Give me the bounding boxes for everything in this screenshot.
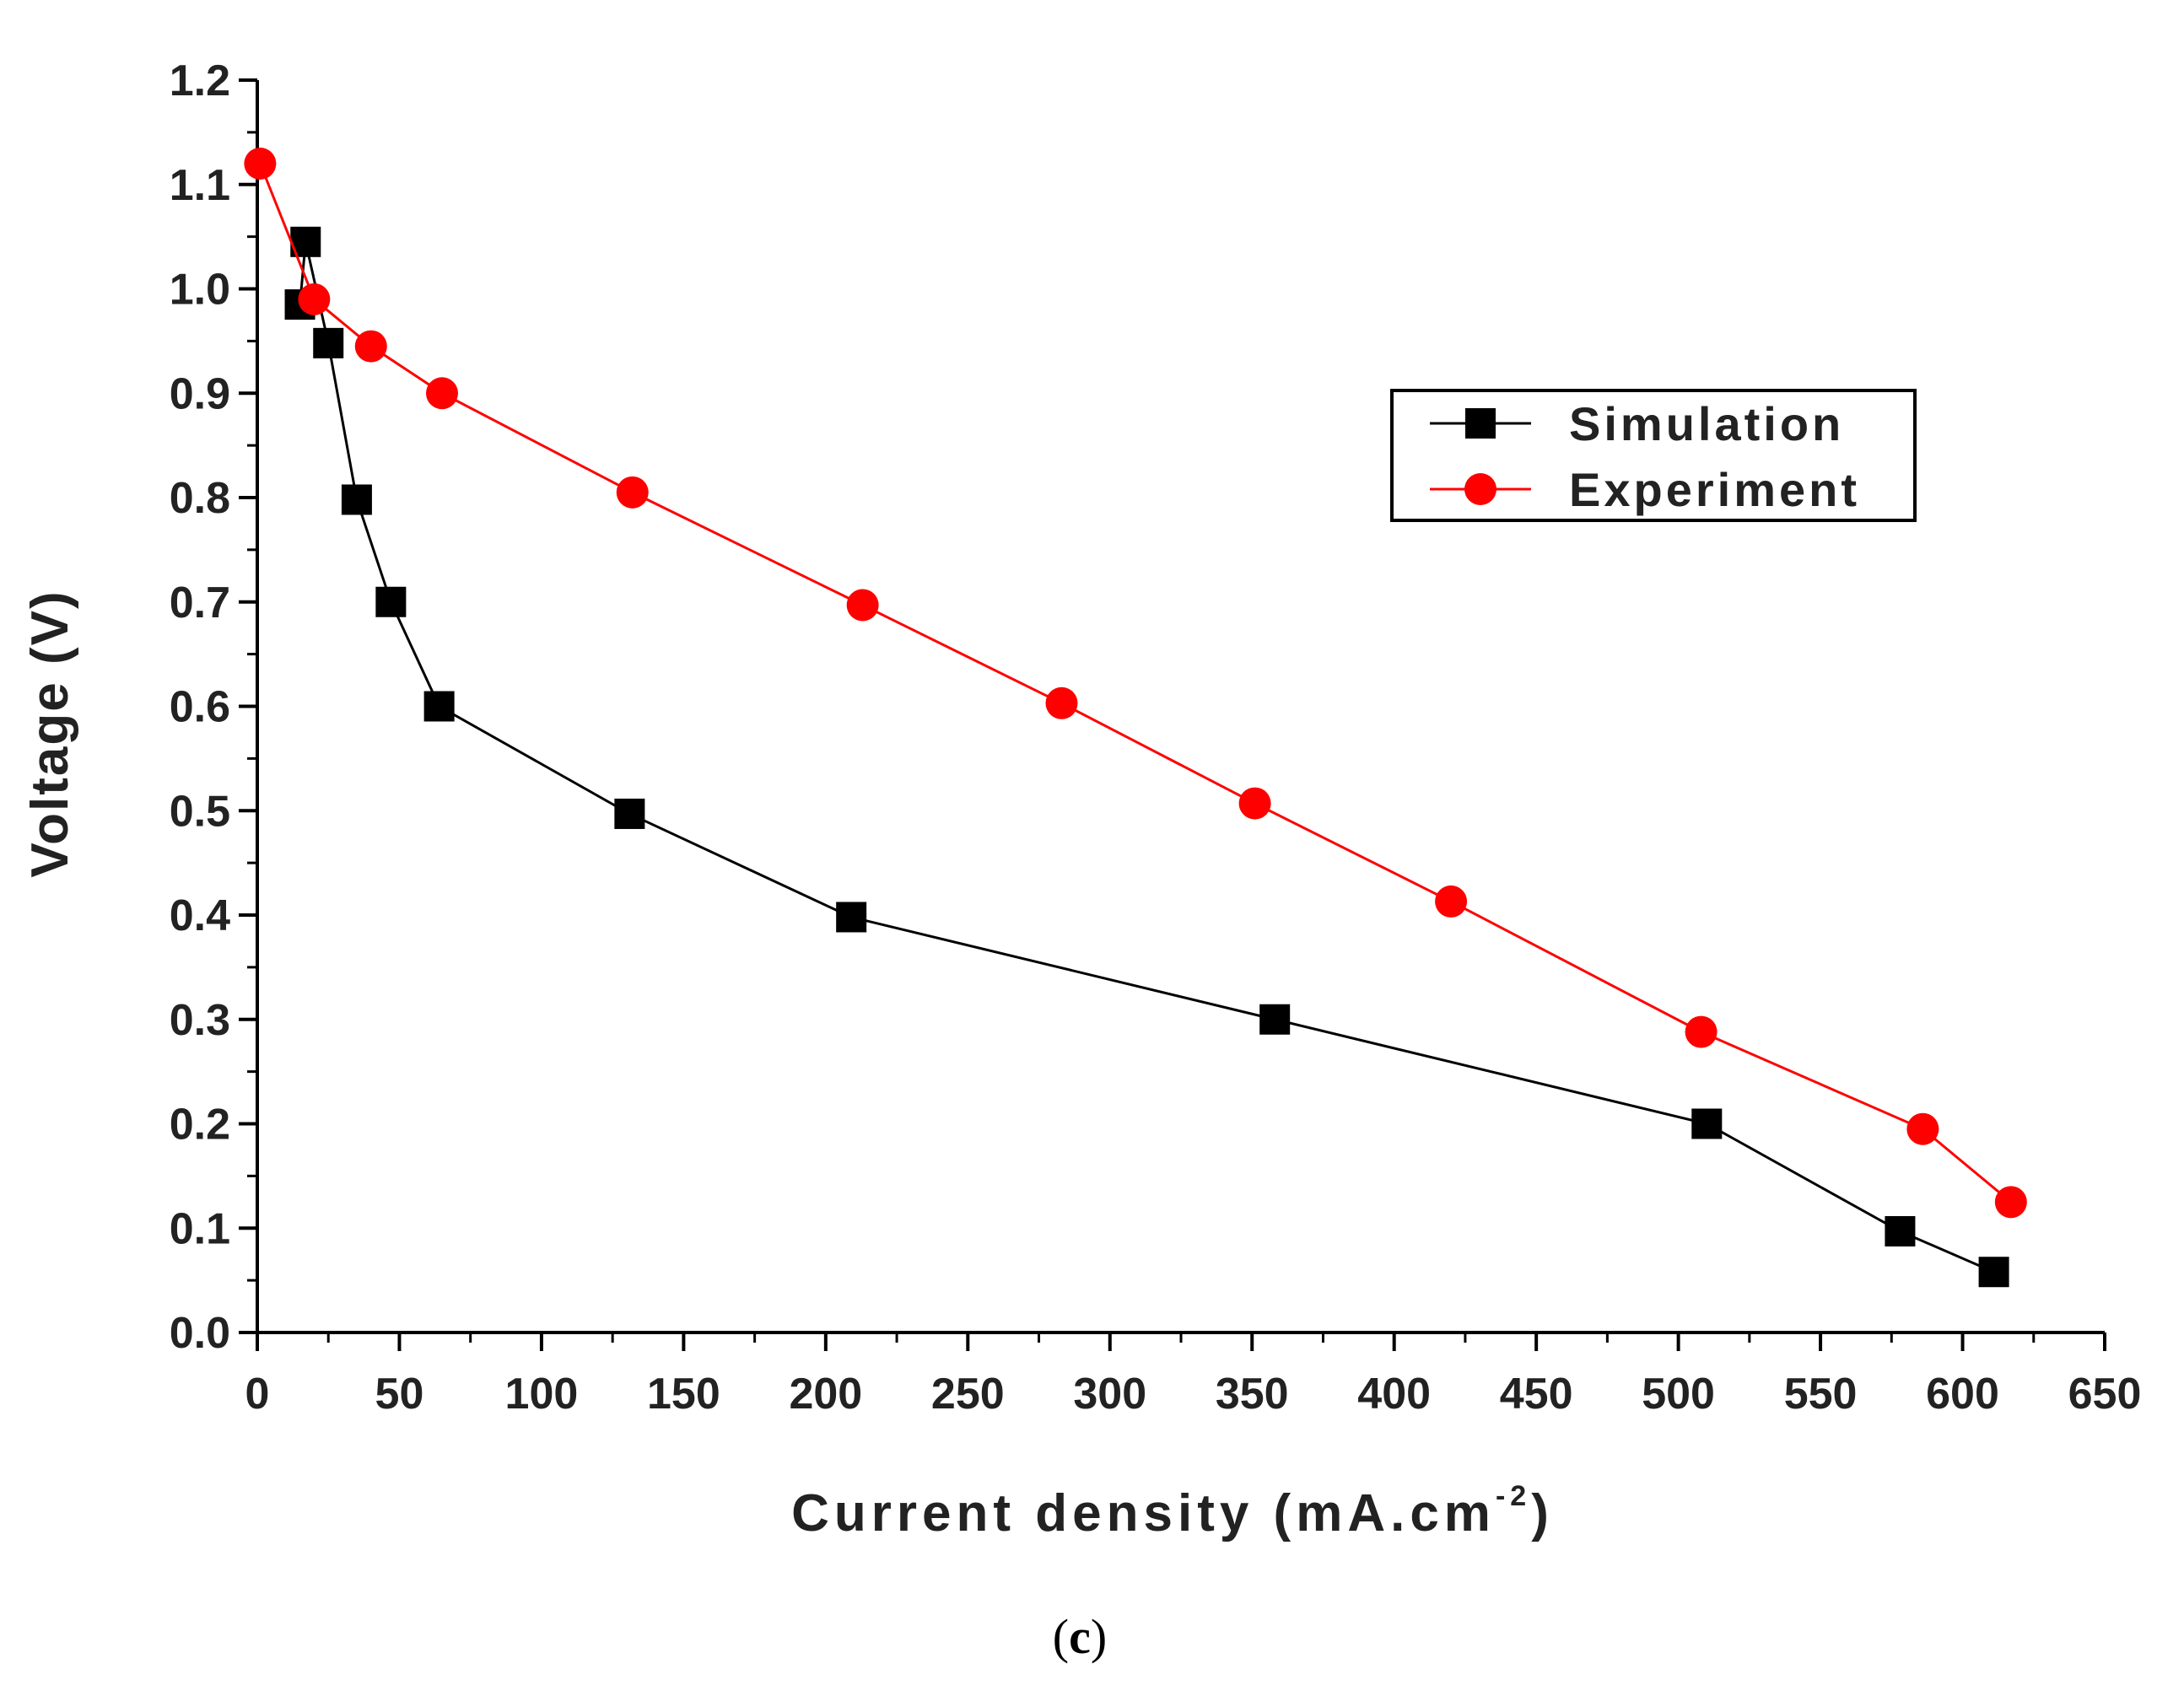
series-simulation: [284, 226, 2009, 1288]
x-tick-label: 600: [1926, 1370, 1999, 1419]
data-point-simulation: [375, 586, 407, 617]
data-point-simulation: [1259, 1004, 1291, 1035]
y-tick-label: 0.9: [170, 369, 230, 418]
axis-ticks: [239, 78, 2106, 1351]
y-tick-label: 0.0: [170, 1309, 230, 1358]
data-point-simulation: [313, 327, 344, 358]
x-tick-label: 450: [1500, 1370, 1573, 1419]
y-tick-label: 0.4: [170, 891, 230, 940]
figure-caption: (c): [1053, 1609, 1107, 1664]
y-tick-label: 0.3: [170, 996, 230, 1045]
y-tick-label: 0.2: [170, 1101, 230, 1150]
x-tick-label: 350: [1216, 1370, 1289, 1419]
y-tick-label: 0.8: [170, 474, 230, 523]
x-tick-label: 500: [1642, 1370, 1715, 1419]
y-tick-label: 0.5: [170, 787, 230, 836]
legend-experiment-label: Experiment: [1569, 463, 1860, 516]
x-tick-label: 200: [789, 1370, 862, 1419]
x-tick-label: 50: [375, 1370, 424, 1419]
data-point-simulation: [1691, 1108, 1723, 1139]
x-tick-label: 150: [647, 1370, 720, 1419]
data-point-experiment: [616, 476, 649, 509]
data-point-experiment: [1238, 787, 1271, 820]
x-tick-label: 650: [2068, 1370, 2142, 1419]
data-point-experiment: [1994, 1186, 2027, 1219]
x-tick-label: 400: [1357, 1370, 1431, 1419]
data-point-experiment: [1906, 1112, 1939, 1145]
x-tick-label: 300: [1073, 1370, 1146, 1419]
x-axis-title-sup: -2: [1496, 1480, 1531, 1512]
series-line-experiment: [258, 163, 2012, 1203]
y-tick-label: 0.7: [170, 579, 230, 627]
y-tick-labels: 0.0 0.1 0.2 0.3 0.4 0.5 0.6 0.7 0.8 0.9 1.0 1.1 1.2: [170, 57, 230, 1358]
y-tick-label: 1.1: [170, 161, 230, 210]
series-experiment: [244, 148, 2027, 1219]
series-layer: [244, 148, 2027, 1288]
x-axis-title-main: Current density (mA.cm: [791, 1484, 1496, 1543]
legend-experiment-marker: [1464, 473, 1496, 505]
data-point-experiment: [846, 589, 879, 622]
data-point-experiment: [426, 377, 458, 410]
legend: Simulation Experiment: [1390, 389, 1917, 522]
data-point-experiment: [354, 330, 387, 363]
data-point-simulation: [423, 691, 455, 722]
data-point-experiment: [1435, 885, 1468, 918]
y-axis-title: Voltage (V): [21, 590, 79, 877]
x-axis-title: Current density (mA.cm-2): [791, 1480, 1554, 1543]
data-point-simulation: [1885, 1215, 1916, 1246]
caption-open: (: [1053, 1609, 1069, 1664]
x-axis-title-end: ): [1531, 1484, 1554, 1543]
x-tick-label: 550: [1784, 1370, 1858, 1419]
legend-simulation-marker: [1465, 408, 1496, 439]
x-tick-labels: 0 50 100 150 200 250 300 350 400 450 500 550 600 650: [245, 1370, 2142, 1419]
y-tick-label: 0.6: [170, 683, 230, 732]
caption-close: ): [1091, 1609, 1107, 1664]
series-line-simulation: [299, 241, 1995, 1273]
data-point-simulation: [614, 798, 645, 829]
y-tick-label: 0.1: [170, 1204, 230, 1253]
caption-letter: c: [1069, 1609, 1091, 1664]
data-point-simulation: [836, 902, 867, 933]
data-point-experiment: [298, 283, 331, 315]
data-point-simulation: [1978, 1257, 2009, 1288]
legend-simulation-label: Simulation: [1569, 397, 1844, 450]
data-point-simulation: [341, 484, 372, 515]
y-tick-label: 1.2: [170, 57, 230, 105]
x-tick-label: 100: [505, 1370, 579, 1419]
y-tick-label: 1.0: [170, 266, 230, 315]
data-point-experiment: [1685, 1015, 1718, 1048]
data-point-experiment: [244, 148, 277, 180]
x-tick-label: 250: [931, 1370, 1005, 1419]
x-tick-label: 0: [245, 1370, 270, 1419]
data-point-experiment: [1045, 686, 1078, 719]
